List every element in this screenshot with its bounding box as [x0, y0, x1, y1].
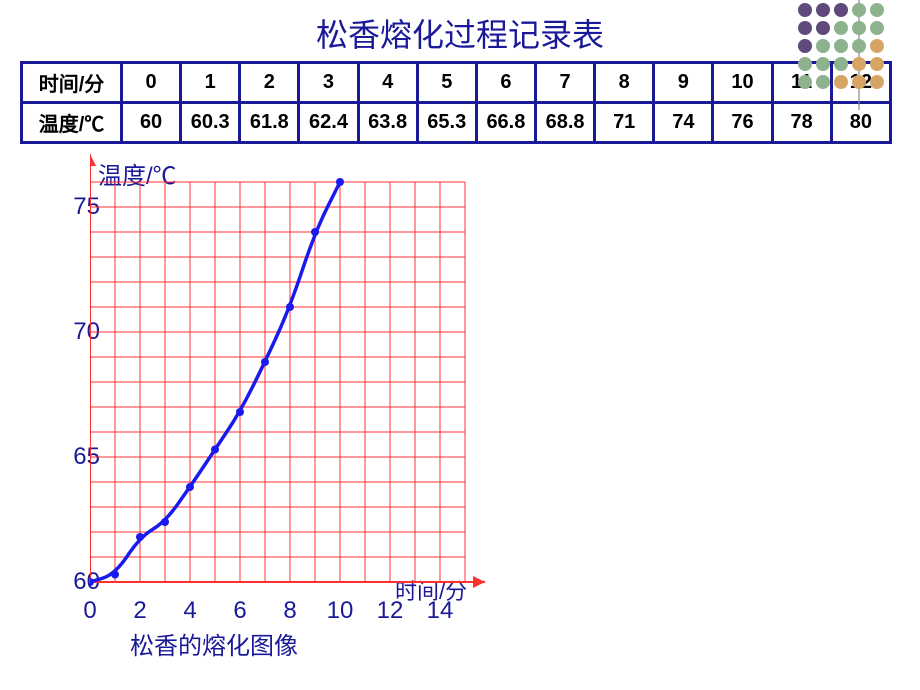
page-title: 松香熔化过程记录表 [0, 0, 920, 61]
table-cell: 7 [535, 63, 594, 103]
table-cell: 9 [654, 63, 713, 103]
table-cell: 60 [122, 103, 181, 143]
table-cell: 5 [417, 63, 476, 103]
table-cell: 66.8 [476, 103, 535, 143]
table-cell: 3 [299, 63, 358, 103]
table-cell: 60.3 [181, 103, 240, 143]
table-cell: 2 [240, 63, 299, 103]
table-header-time: 时间/分 [22, 63, 122, 103]
chart-container: 温度/℃ 时间/分 松香的熔化图像 60657075 02468101214 [20, 152, 500, 662]
table-cell: 61.8 [240, 103, 299, 143]
chart-svg [90, 152, 510, 632]
data-table: 时间/分 0123456789101112 温度/℃ 6060.361.862.… [20, 61, 892, 144]
table-cell: 8 [595, 63, 654, 103]
table-cell: 71 [595, 103, 654, 143]
table-cell: 62.4 [299, 103, 358, 143]
table-cell: 6 [476, 63, 535, 103]
table-cell: 63.8 [358, 103, 417, 143]
table-cell: 10 [713, 63, 772, 103]
table-cell: 65.3 [417, 103, 476, 143]
table-cell: 4 [358, 63, 417, 103]
table-cell: 1 [181, 63, 240, 103]
table-cell: 74 [654, 103, 713, 143]
table-cell: 68.8 [535, 103, 594, 143]
table-header-temp: 温度/℃ [22, 103, 122, 143]
table-cell: 76 [713, 103, 772, 143]
table-cell: 0 [122, 63, 181, 103]
decoration-dots [795, 0, 905, 110]
